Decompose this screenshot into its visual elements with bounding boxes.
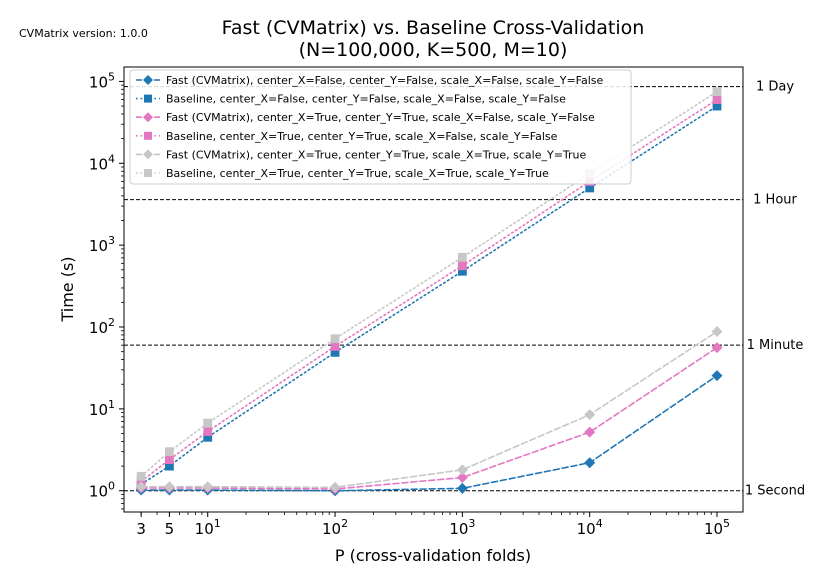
data-point [584,409,596,421]
x-tick-label: 105 [704,517,730,538]
data-point [330,334,340,344]
legend-swatch-marker [144,131,152,140]
data-point [456,464,468,476]
x-axis: 3 5 101 102 103 104 105 [136,512,730,538]
chart-subtitle: (N=100,000, K=500, M=10) [299,39,568,61]
legend-item: Baseline, center_X=False, center_Y=False… [136,93,566,106]
reference-line-label: 1 Hour [753,193,797,208]
data-point [202,481,214,493]
data-point [712,101,722,111]
series-line [140,374,718,492]
x-tick-label: 103 [449,517,475,538]
y-axis: 100 101 102 103 104 105 [89,70,124,510]
reference-line-label: 1 Day [756,80,794,95]
data-point [711,370,723,382]
data-point [456,472,468,484]
data-point [584,457,596,469]
data-point [203,418,213,428]
legend-item: Baseline, center_X=True, center_Y=True, … [136,167,549,180]
series-5 [135,326,723,493]
data-point [711,342,723,354]
data-point [329,481,341,493]
data-point [203,427,213,436]
data-point [712,95,722,104]
chart-title: Fast (CVMatrix) vs. Baseline Cross-Valid… [222,17,645,39]
y-axis-label: Time (s) [58,256,77,322]
legend-swatch-marker [144,169,152,177]
data-point [163,481,175,493]
y-tick-label: 105 [89,70,115,91]
data-point [457,252,467,262]
data-point [457,261,467,271]
data-point [164,455,174,465]
x-axis-label: P (cross-validation folds) [335,546,531,565]
data-point [330,347,340,357]
data-point [136,471,146,481]
data-point [712,87,722,97]
legend-box [129,69,632,185]
data-point [584,426,596,438]
data-point [135,481,147,493]
series-line [140,330,718,489]
legend-label: Baseline, center_X=True, center_Y=True, … [166,167,549,180]
series-layer [135,87,723,497]
legend-swatch-marker [143,149,153,160]
y-tick-label: 102 [89,316,115,337]
x-tick-label: 104 [577,517,603,538]
data-point [164,447,174,457]
legend-label: Baseline, center_X=True, center_Y=True, … [166,130,558,143]
y-tick-label: 100 [89,480,115,501]
data-point [457,266,467,276]
y-tick-label: 103 [89,234,115,255]
legend-item: Fast (CVMatrix), center_X=True, center_Y… [136,148,587,161]
data-point [330,341,340,351]
version-label: CVMatrix version: 1.0.0 [19,27,148,40]
y-tick-label: 101 [89,398,115,419]
reference-line-label: 1 Minute [747,338,804,353]
legend-swatch-marker [144,94,152,103]
legend: Fast (CVMatrix), center_X=False, center_… [129,69,632,185]
reference-line-label: 1 Second [745,484,805,499]
legend-item: Fast (CVMatrix), center_X=False, center_… [136,74,604,87]
x-tick-label: 5 [165,520,175,538]
legend-item: Fast (CVMatrix), center_X=True, center_Y… [136,111,595,124]
legend-label: Baseline, center_X=False, center_Y=False… [166,93,566,106]
plot-area-frame [123,66,744,513]
legend-swatch-marker [143,112,153,123]
data-point [203,432,213,442]
x-tick-label: 101 [195,517,221,538]
y-tick-label: 104 [89,152,115,173]
data-point [456,482,468,494]
x-tick-label: 102 [322,517,348,538]
legend-label: Fast (CVMatrix), center_X=True, center_Y… [166,148,587,161]
legend-label: Fast (CVMatrix), center_X=False, center_… [166,74,604,87]
legend-item: Baseline, center_X=True, center_Y=True, … [136,130,558,143]
data-point [585,183,595,193]
data-point [164,461,174,471]
series-1 [135,370,723,497]
data-point [711,326,723,338]
series-3 [135,342,723,495]
legend-swatch-marker [143,75,153,85]
x-tick-label: 3 [136,520,146,538]
legend-label: Fast (CVMatrix), center_X=True, center_Y… [166,111,595,124]
